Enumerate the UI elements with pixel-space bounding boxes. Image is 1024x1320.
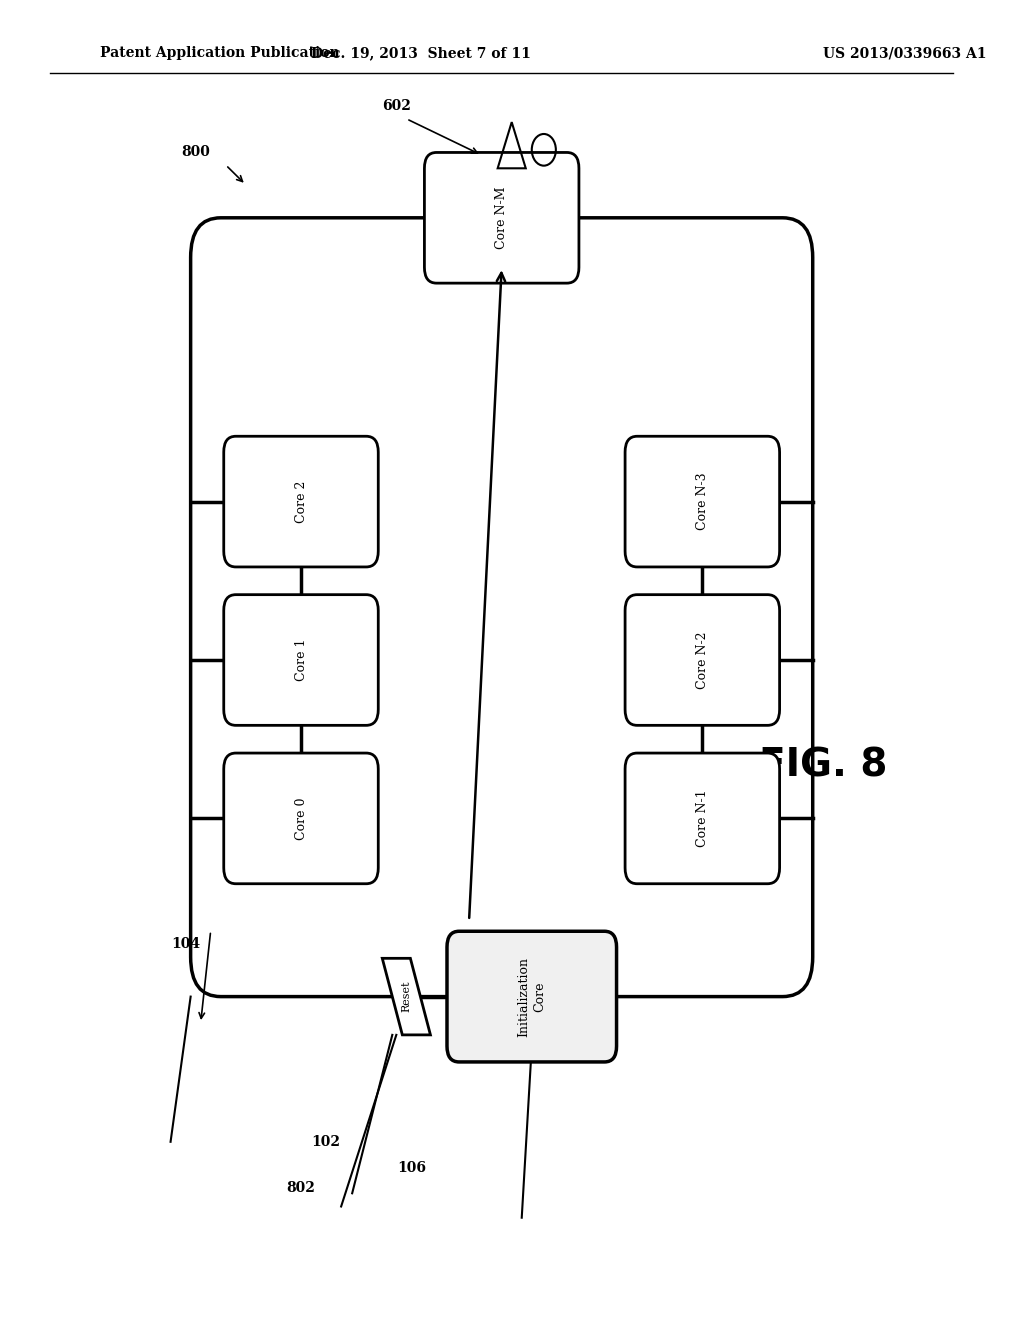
FancyBboxPatch shape: [625, 752, 779, 884]
Text: US 2013/0339663 A1: US 2013/0339663 A1: [822, 46, 986, 61]
Text: Core 1: Core 1: [295, 639, 307, 681]
Text: Core N-1: Core N-1: [696, 789, 709, 847]
Text: Patent Application Publication: Patent Application Publication: [100, 46, 340, 61]
FancyBboxPatch shape: [625, 594, 779, 726]
Text: 602: 602: [382, 99, 411, 112]
Text: Reset: Reset: [401, 981, 412, 1012]
FancyBboxPatch shape: [224, 436, 378, 568]
Polygon shape: [382, 958, 430, 1035]
Text: Core N-2: Core N-2: [696, 631, 709, 689]
Text: 106: 106: [397, 1162, 426, 1175]
Text: Core N-3: Core N-3: [696, 473, 709, 531]
Text: FIG. 8: FIG. 8: [759, 747, 887, 784]
Text: Dec. 19, 2013  Sheet 7 of 11: Dec. 19, 2013 Sheet 7 of 11: [311, 46, 531, 61]
Text: Core N-M: Core N-M: [496, 186, 508, 249]
Text: Initialization
Core: Initialization Core: [518, 957, 546, 1036]
Text: Core 0: Core 0: [295, 797, 307, 840]
FancyBboxPatch shape: [224, 594, 378, 726]
FancyBboxPatch shape: [447, 932, 616, 1061]
Text: 800: 800: [181, 145, 210, 158]
Text: Core 2: Core 2: [295, 480, 307, 523]
Text: 802: 802: [287, 1181, 315, 1195]
FancyBboxPatch shape: [625, 436, 779, 568]
FancyBboxPatch shape: [424, 153, 579, 284]
Text: 102: 102: [311, 1135, 341, 1148]
Text: 104: 104: [171, 937, 200, 950]
FancyBboxPatch shape: [224, 752, 378, 884]
